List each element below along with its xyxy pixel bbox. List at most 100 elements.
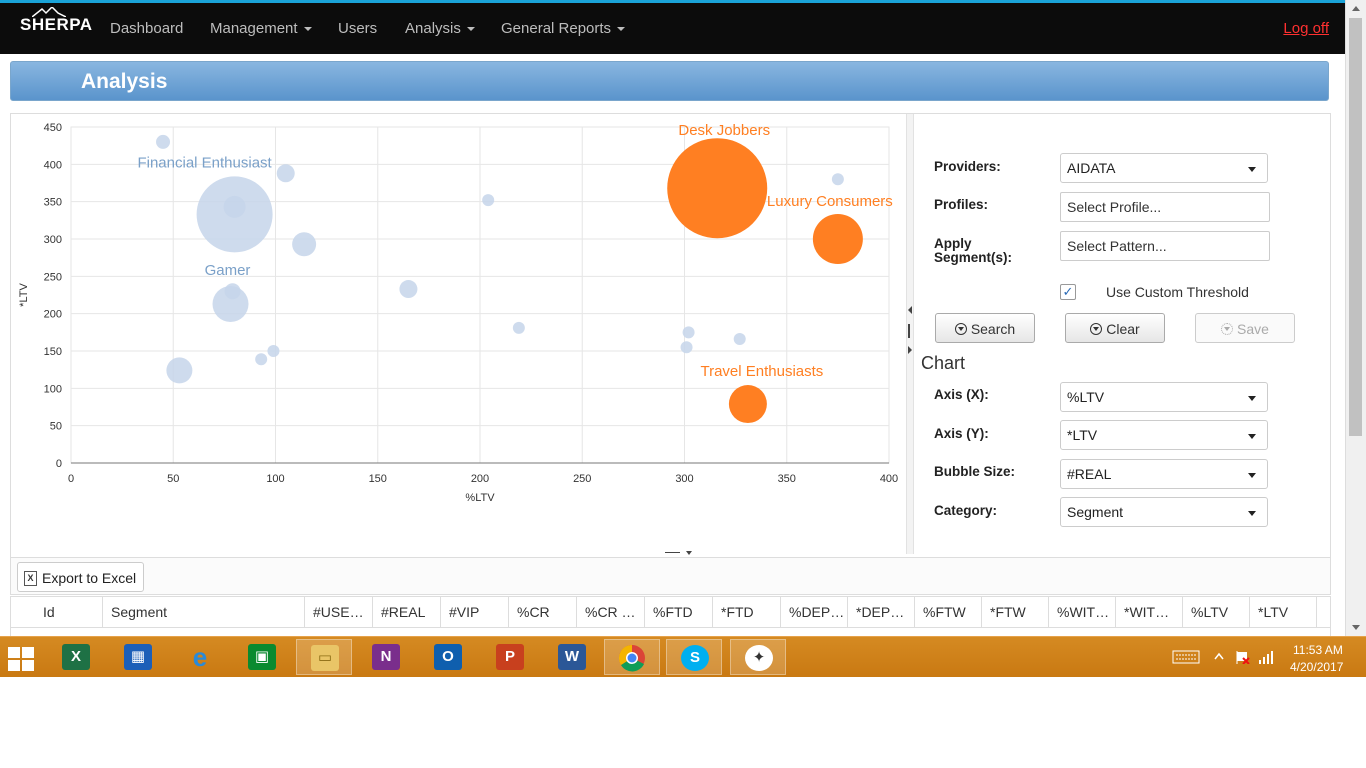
onenote-icon: N bbox=[372, 644, 400, 670]
collapse-down-icon[interactable] bbox=[686, 551, 692, 555]
bubble-point[interactable] bbox=[224, 283, 241, 300]
bubble-point[interactable] bbox=[223, 195, 246, 218]
column-header[interactable]: Segment bbox=[103, 597, 305, 628]
export-excel-button[interactable]: X Export to Excel bbox=[17, 562, 144, 592]
nav-general-reports[interactable]: General Reports bbox=[501, 20, 626, 37]
flag-icon[interactable] bbox=[1235, 650, 1251, 664]
bubble-point[interactable] bbox=[166, 357, 193, 384]
clock-time[interactable]: 11:53 AM bbox=[1293, 643, 1343, 657]
taskbar-defender[interactable]: ▦ bbox=[110, 639, 166, 675]
axis-x-label: Axis (X): bbox=[934, 387, 989, 402]
clear-button[interactable]: Clear bbox=[1065, 313, 1165, 343]
taskbar-ie[interactable]: e bbox=[172, 639, 228, 675]
column-header[interactable]: *FTW bbox=[982, 597, 1049, 628]
custom-threshold-checkbox[interactable]: ✓ bbox=[1060, 284, 1076, 300]
bubble-size-label: Bubble Size: bbox=[934, 464, 1016, 479]
nav-dashboard[interactable]: Dashboard bbox=[110, 20, 183, 37]
bubble-point[interactable] bbox=[399, 280, 418, 299]
bubble-point[interactable] bbox=[276, 164, 295, 183]
bubble-point[interactable] bbox=[482, 194, 495, 207]
axis-y-select[interactable]: *LTV bbox=[1060, 420, 1268, 450]
taskbar-word[interactable]: W bbox=[544, 639, 600, 675]
y-tick-label: 250 bbox=[44, 271, 62, 283]
axis-x-select[interactable]: %LTV bbox=[1060, 382, 1268, 412]
windows-logo-icon bbox=[8, 647, 34, 671]
column-header[interactable]: Id bbox=[35, 597, 103, 628]
bubble-point[interactable] bbox=[512, 321, 525, 334]
column-header[interactable]: #USE… bbox=[305, 597, 373, 628]
gear-icon bbox=[1221, 323, 1234, 335]
scrollbar-thumb[interactable] bbox=[1349, 18, 1362, 436]
collapse-right-icon[interactable] bbox=[908, 346, 912, 354]
search-button[interactable]: Search bbox=[935, 313, 1035, 343]
column-header[interactable]: %DEP… bbox=[781, 597, 848, 628]
keyboard-icon[interactable] bbox=[1172, 650, 1200, 664]
taskbar-skype[interactable]: S bbox=[666, 639, 722, 675]
bubble-point[interactable] bbox=[267, 345, 280, 357]
column-header[interactable]: *FTD bbox=[713, 597, 781, 628]
vertical-splitter[interactable] bbox=[906, 114, 914, 554]
page-scrollbar[interactable] bbox=[1345, 0, 1366, 636]
bubble-point[interactable] bbox=[156, 134, 171, 149]
column-header[interactable]: %CR … bbox=[577, 597, 645, 628]
bubble-point[interactable] bbox=[812, 214, 863, 264]
taskbar-outlook[interactable]: O bbox=[420, 639, 476, 675]
providers-select[interactable]: AIDATA bbox=[1060, 153, 1268, 183]
scroll-down-icon[interactable] bbox=[1352, 625, 1360, 630]
nav-management[interactable]: Management bbox=[210, 20, 312, 37]
column-header[interactable]: %FTW bbox=[915, 597, 982, 628]
nav-management-label: Management bbox=[210, 20, 298, 37]
clock-date[interactable]: 4/20/2017 bbox=[1290, 660, 1344, 674]
bubble-point[interactable] bbox=[292, 232, 317, 257]
scroll-up-icon[interactable] bbox=[1352, 6, 1360, 11]
column-header[interactable]: *LTV bbox=[1250, 597, 1317, 628]
signal-icon[interactable] bbox=[1258, 650, 1276, 664]
horizontal-splitter[interactable] bbox=[665, 550, 695, 556]
taskbar-runner-app[interactable]: ✦ bbox=[730, 639, 786, 675]
caret-down-icon bbox=[617, 27, 626, 32]
column-header[interactable]: *WIT… bbox=[1116, 597, 1183, 628]
y-tick-label: 0 bbox=[56, 458, 62, 470]
taskbar-excel[interactable]: X bbox=[48, 639, 104, 675]
filter-form: Providers: AIDATA Profiles: Select Profi… bbox=[916, 114, 1330, 554]
clear-button-label: Clear bbox=[1106, 321, 1140, 337]
bubble-size-select[interactable]: #REAL bbox=[1060, 459, 1268, 489]
logoff-link[interactable]: Log off bbox=[1283, 20, 1329, 37]
column-header[interactable]: %LTV bbox=[1183, 597, 1250, 628]
segments-input[interactable]: Select Pattern... bbox=[1060, 231, 1270, 261]
taskbar-onenote[interactable]: N bbox=[358, 639, 414, 675]
chevron-up-icon[interactable] bbox=[1214, 650, 1224, 664]
column-header[interactable]: %FTD bbox=[645, 597, 713, 628]
taskbar-powerpoint[interactable]: P bbox=[482, 639, 538, 675]
bubble-point[interactable] bbox=[733, 333, 746, 346]
start-button[interactable] bbox=[0, 639, 56, 675]
nav-users[interactable]: Users bbox=[338, 20, 377, 37]
table-row[interactable] bbox=[10, 628, 1331, 636]
nav-analysis[interactable]: Analysis bbox=[405, 20, 475, 37]
bubble-point[interactable] bbox=[667, 138, 768, 239]
column-header[interactable]: #VIP bbox=[441, 597, 509, 628]
bubble-point[interactable] bbox=[680, 341, 693, 354]
collapse-left-icon[interactable] bbox=[908, 306, 912, 314]
column-header[interactable]: *DEP… bbox=[848, 597, 915, 628]
category-select[interactable]: Segment bbox=[1060, 497, 1268, 527]
bubble-point[interactable] bbox=[728, 385, 767, 424]
y-axis-title: *LTV bbox=[18, 283, 30, 307]
bubble-point[interactable] bbox=[255, 353, 268, 366]
taskbar-store[interactable]: ▣ bbox=[234, 639, 290, 675]
profiles-input[interactable]: Select Profile... bbox=[1060, 192, 1270, 222]
bubble-point[interactable] bbox=[831, 173, 844, 186]
column-header[interactable]: %WIT… bbox=[1049, 597, 1116, 628]
column-header[interactable]: %CR bbox=[509, 597, 577, 628]
segments-placeholder: Select Pattern... bbox=[1067, 238, 1167, 254]
taskbar-chrome[interactable] bbox=[604, 639, 660, 675]
store-icon: ▣ bbox=[248, 644, 276, 670]
column-header[interactable]: #REAL bbox=[373, 597, 441, 628]
x-axis-title: %LTV bbox=[465, 492, 495, 504]
brand-logo[interactable]: SHERPA bbox=[20, 7, 93, 35]
bubble-point[interactable] bbox=[682, 326, 695, 339]
save-button[interactable]: Save bbox=[1195, 313, 1295, 343]
dropdown-arrow-icon bbox=[1248, 396, 1256, 401]
excel-icon: X bbox=[62, 644, 90, 670]
taskbar-file-explorer[interactable]: ▭ bbox=[296, 639, 352, 675]
